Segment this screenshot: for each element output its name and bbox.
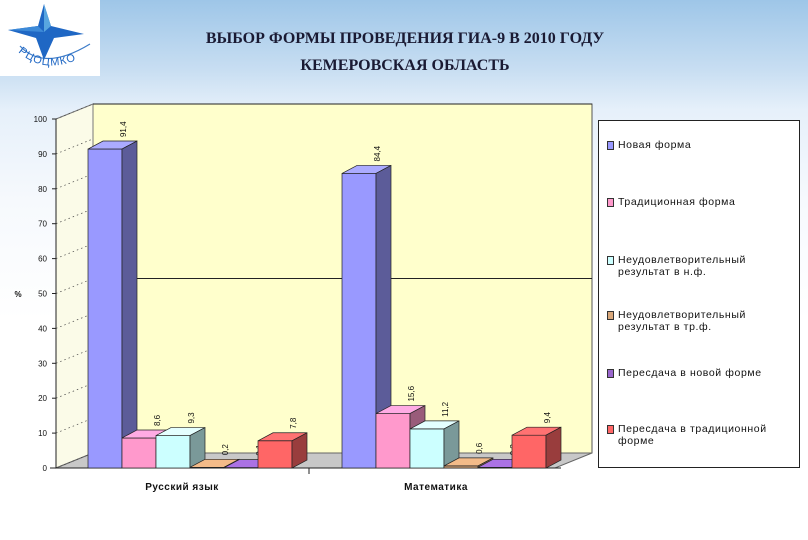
bar-front	[87, 148, 123, 469]
page-subtitle: КЕМЕРОВСКАЯ ОБЛАСТЬ	[300, 57, 510, 74]
legend-swatch	[607, 311, 614, 320]
bar-front	[511, 434, 547, 469]
y-tick-label: 80	[38, 185, 47, 194]
legend-swatch	[607, 425, 614, 434]
bar-side	[121, 140, 138, 469]
y-axis-label: %	[14, 290, 21, 299]
legend-label: Новая форма	[618, 139, 692, 151]
chart-side-wall	[55, 103, 94, 469]
data-label: 11,2	[441, 401, 450, 417]
logo-emblem-icon: РЦОЦМКО	[8, 4, 91, 69]
data-label: 15,6	[407, 385, 416, 401]
category-label: Русский язык	[145, 482, 219, 493]
data-label: 9,3	[187, 412, 196, 424]
data-label: 8,6	[153, 414, 162, 426]
legend-label: Традиционная форма	[618, 196, 736, 208]
legend-label: Пересдача в традиционной форме	[618, 423, 767, 447]
y-tick-label: 20	[38, 394, 47, 403]
legend-swatch	[607, 369, 614, 378]
bar-front	[341, 173, 377, 469]
legend-label: Неудовлетворительный результат в тр.ф.	[618, 309, 746, 333]
category-label: Математика	[404, 482, 468, 493]
bar-side	[291, 432, 308, 469]
data-label: 7,8	[289, 417, 298, 429]
data-label: 0,2	[221, 444, 230, 456]
legend-label: Пересдача в новой форме	[618, 367, 762, 379]
data-label: 9,4	[543, 412, 552, 424]
logo: РЦОЦМКО	[0, 0, 100, 76]
legend-swatch	[607, 198, 614, 207]
bar-front	[155, 435, 191, 469]
bar-front	[257, 440, 293, 469]
y-tick-label: 50	[38, 290, 47, 299]
legend-label: Неудовлетворительный результат в н.ф.	[618, 254, 746, 278]
bar-front	[121, 437, 157, 469]
legend-swatch	[607, 256, 614, 265]
page-title: ВЫБОР ФОРМЫ ПРОВЕДЕНИЯ ГИА-9 В 2010 ГОДУ	[205, 30, 605, 47]
legend-swatch	[607, 141, 614, 150]
data-label: 91,4	[119, 121, 128, 137]
data-label: 84,4	[373, 145, 382, 161]
y-tick-label: 10	[38, 429, 47, 438]
y-tick-label: 0	[43, 464, 48, 473]
bar-side	[545, 426, 562, 469]
bar-front	[375, 413, 411, 469]
y-tick-label: 100	[34, 115, 48, 124]
y-tick-label: 70	[38, 220, 47, 229]
chart-legend: Новая форма Традиционная форма Неудовлетво…	[598, 120, 800, 468]
y-tick-label: 40	[38, 324, 47, 333]
y-tick-label: 60	[38, 255, 47, 264]
bar-front	[409, 428, 445, 469]
data-label: 0,6	[475, 442, 484, 454]
y-tick-label: 90	[38, 150, 47, 159]
y-tick-label: 30	[38, 359, 47, 368]
